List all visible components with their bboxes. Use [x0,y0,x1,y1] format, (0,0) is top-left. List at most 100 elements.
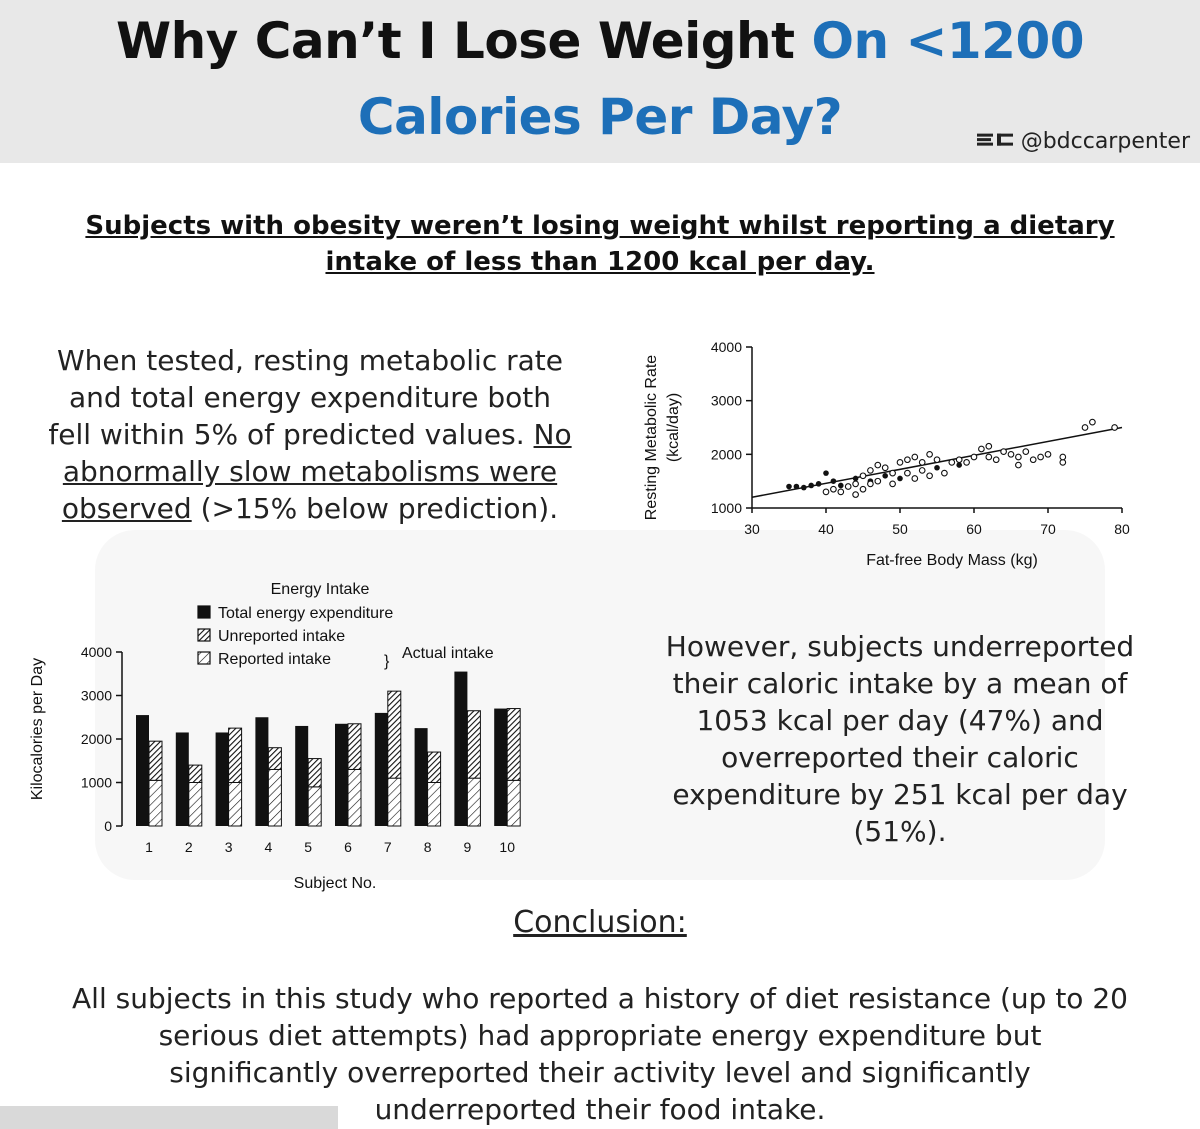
bar-unreported-intake [347,723,362,770]
scatter-point-open [881,464,889,472]
scatter-point-filled [956,462,962,468]
scatter-x-tick-label: 40 [818,521,834,537]
bar-reported-intake [466,777,481,827]
conclusion-line1: All subjects in this study who reported … [72,982,1128,1015]
scatter-point-filled [786,483,792,490]
right-paragraph-line2: their caloric intake by a mean of [672,667,1128,700]
scatter-y-tick-label: 4000 [711,339,742,355]
scatter-y-tick-label: 2000 [711,446,742,462]
conclusion-line3: significantly overreported their activit… [169,1056,1031,1089]
scatter-point-open [955,456,963,464]
legend-swatch [197,605,211,619]
scatter-point-filled [830,478,837,484]
subtitle: Subjects with obesity weren’t losing wei… [20,208,1180,280]
scatter-point-filled [934,464,940,471]
legend-swatch [197,651,211,665]
bar-reported-intake [188,782,203,827]
bar-unreported-intake [466,710,481,779]
left-paragraph-line4: abnormally slow metabolisms were [62,455,558,488]
bar-x-tick-label: 4 [265,839,273,855]
bar-unreported-intake [148,740,163,781]
scatter-point-filled [852,475,859,482]
handle-text: @bdccarpenter [1020,129,1190,154]
bar-x-tick-label: 3 [225,839,233,855]
scatter-point-open [1044,450,1052,458]
bar-x-tick-label: 10 [499,839,515,855]
bar-x-tick-label: 2 [185,839,193,855]
right-paragraph-line1: However, subjects underreported [665,630,1135,663]
left-paragraph-line1: When tested, resting metabolic rate [56,344,564,377]
legend-label: Unreported intake [218,628,345,645]
conclusion-text: All subjects in this study who reported … [10,980,1190,1128]
scatter-point-open [852,480,859,488]
legend-swatch [197,628,211,642]
legend-label: Reported intake [218,651,331,668]
bar-total-energy-expenditure [295,725,309,826]
scatter-point-open [904,456,911,464]
scatter-y-axis-title: Resting Metabolic Rate [643,355,660,521]
scatter-x-tick-label: 70 [1040,521,1056,537]
scatter-point-filled [882,473,888,479]
scatter-point-open [859,485,867,493]
scatter-chart: 1000 2000 3000 4000 30 40 50 60 70 80 Fat-free Bod… [643,339,1130,569]
scatter-x-tick-label: 80 [1114,521,1130,537]
conclusion-line2: serious diet attempts) had appropriate e… [158,1019,1042,1052]
bottom-bar [0,1106,338,1129]
bar-x-tick-label: 6 [344,839,352,855]
bar-total-energy-expenditure [255,717,269,826]
scatter-point-open [926,472,933,480]
scatter-point-open [837,488,845,496]
scatter-point-open [911,453,919,461]
scatter-point-open [1029,456,1037,464]
author-handle[interactable]: @bdccarpenter [975,128,1190,155]
scatter-point-open [1015,461,1022,469]
bar-y-tick-label: 0 [104,818,112,834]
bar-reported-intake [427,782,442,827]
bar-total-energy-expenditure [215,732,229,826]
scatter-point-open [985,453,993,461]
left-paragraph-line2: and total energy expenditure both [69,381,551,414]
scatter-point-open [926,450,933,458]
scatter-point-open [852,491,859,498]
bar-reported-intake [387,777,402,827]
scatter-point-filled [815,481,822,487]
bar-total-energy-expenditure [414,728,428,826]
subtitle-line1: Subjects with obesity weren’t losing wei… [85,211,1115,241]
legend-brace: } [384,653,390,670]
scatter-point-filled [793,483,800,490]
subtitle-line2: intake of less than 1200 kcal per day. [325,247,875,277]
scatter-point-open [874,461,882,469]
header-banner: Why Can’t I Lose Weight On <1200 Calorie… [0,0,1200,163]
scatter-point-filled [823,470,829,476]
bar-unreported-intake [427,751,442,784]
conclusion-line4: underreported their food intake. [374,1093,826,1126]
line3-plain: fell within 5% of predicted values. [48,418,534,451]
bar-unreported-intake [228,727,243,783]
scatter-point-open [1089,418,1096,426]
right-paragraph-line4: overreported their caloric [721,741,1079,774]
scatter-point-filled [838,482,844,489]
bar-unreported-intake [387,690,402,779]
bar-x-tick-label: 8 [424,839,432,855]
bar-reported-intake [347,768,362,827]
scatter-point-open [941,469,948,477]
bc-logo-icon [975,131,1015,151]
scatter-point-open [992,456,1000,464]
scatter-point-open [874,477,882,485]
scatter-x-tick-label: 50 [892,521,908,537]
bar-y-axis-title: Kilocalories per Day [29,658,46,800]
title-part1: Why Can’t I Lose Weight [115,12,812,70]
scatter-point-filled [897,475,903,482]
scatter-point-open [822,488,830,496]
bar-y-tick-label: 4000 [81,644,112,660]
left-paragraph-line5: observed (>15% below prediction). [10,490,610,527]
bar-x-tick-label: 1 [145,839,153,855]
bar-reported-intake [267,768,282,827]
scatter-y-tick-label: 3000 [711,393,742,409]
scatter-x-tick-label: 30 [744,521,760,537]
scatter-point-open [1000,448,1007,455]
bar-unreported-intake [188,764,203,784]
bar-reported-intake [228,782,243,827]
scatter-point-open [1111,424,1118,431]
scatter-point-open [970,453,978,461]
